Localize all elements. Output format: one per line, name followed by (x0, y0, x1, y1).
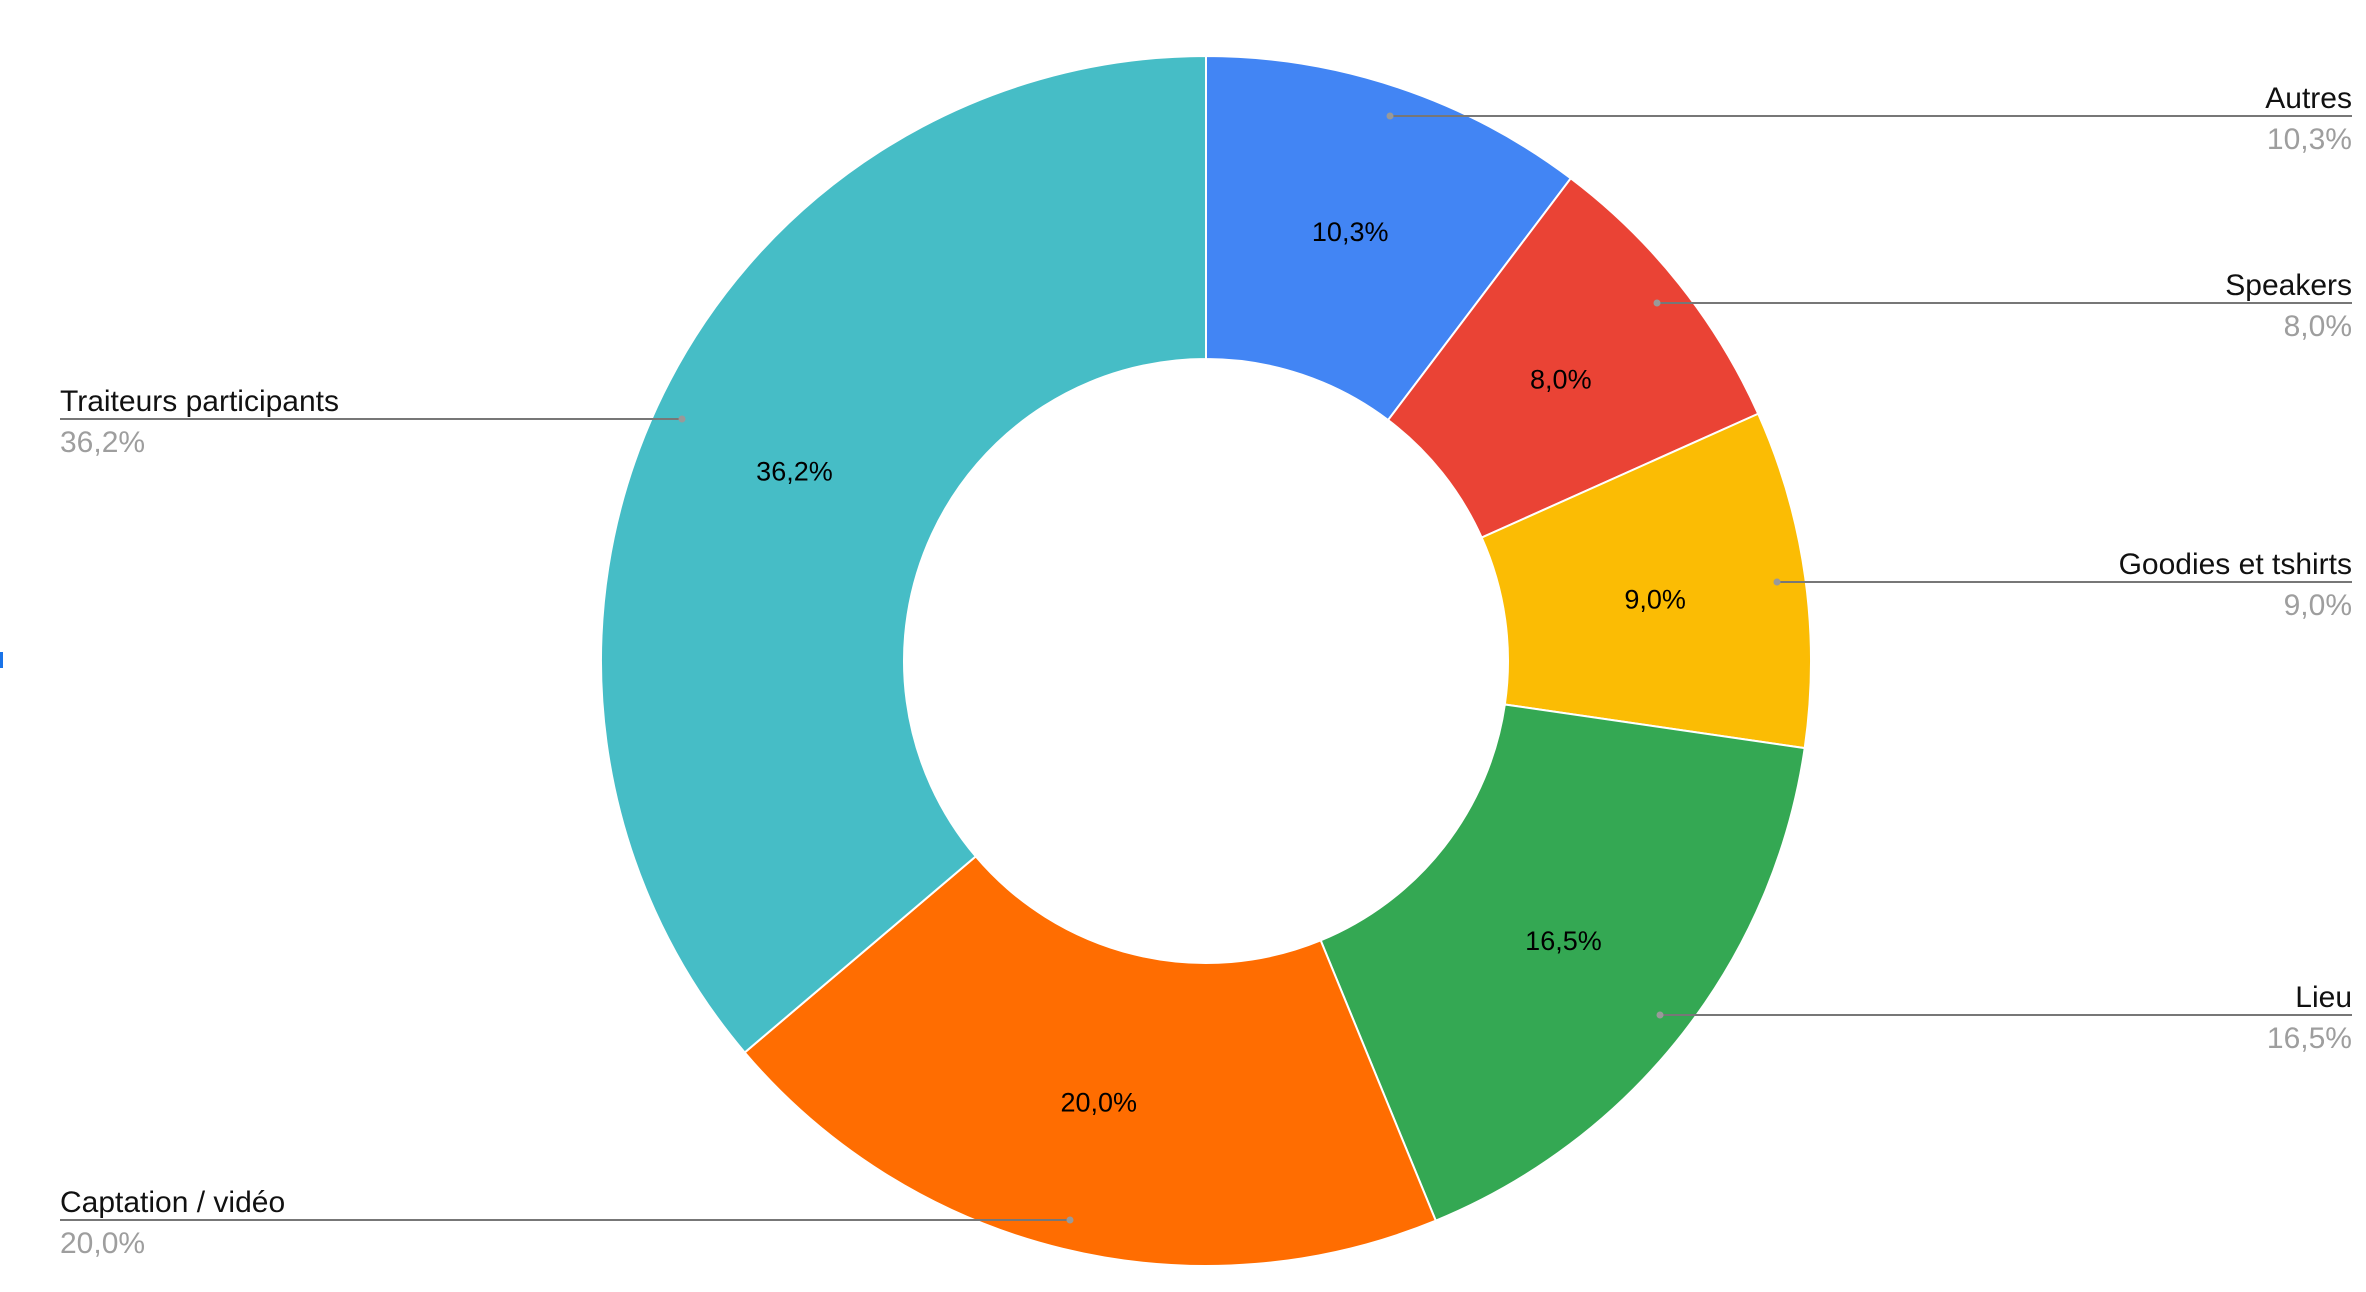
legend-leader-dot (1653, 299, 1661, 307)
slice-2 (1480, 412, 1812, 750)
slice-value-label: 36,2% (756, 456, 833, 486)
slice-3 (1319, 703, 1806, 1222)
slice-value-label: 20,0% (1060, 1088, 1137, 1118)
legend-value: 10,3% (2267, 123, 2352, 156)
slice-0 (1205, 54, 1573, 422)
legend-label: Traiteurs participants (60, 385, 339, 418)
legend-label: Captation / vidéo (60, 1186, 285, 1219)
slice-value-label: 9,0% (1624, 585, 1686, 615)
legend-leader-dot (1066, 1216, 1074, 1224)
legend-leader-dot (1773, 578, 1781, 586)
slice-value-label: 8,0% (1530, 365, 1592, 395)
legend-label: Goodies et tshirts (2119, 548, 2352, 581)
legend-value: 36,2% (60, 426, 145, 459)
legend-label: Autres (2265, 82, 2352, 115)
edge-marker (0, 652, 3, 668)
legend-value: 9,0% (2284, 589, 2352, 622)
legend-label: Lieu (2295, 981, 2352, 1014)
legend-value: 8,0% (2284, 310, 2352, 343)
legend-leader-dot (678, 415, 686, 423)
slice-value-label: 10,3% (1312, 217, 1389, 247)
slice-value-label: 16,5% (1525, 926, 1602, 956)
legend-leader-dot (1656, 1011, 1664, 1019)
legend-value: 16,5% (2267, 1022, 2352, 1055)
legend-leader-dot (1386, 112, 1394, 120)
legend-label: Speakers (2225, 269, 2352, 302)
slice-4 (743, 855, 1438, 1267)
legend-value: 20,0% (60, 1227, 145, 1260)
slice-5 (599, 54, 1207, 1054)
